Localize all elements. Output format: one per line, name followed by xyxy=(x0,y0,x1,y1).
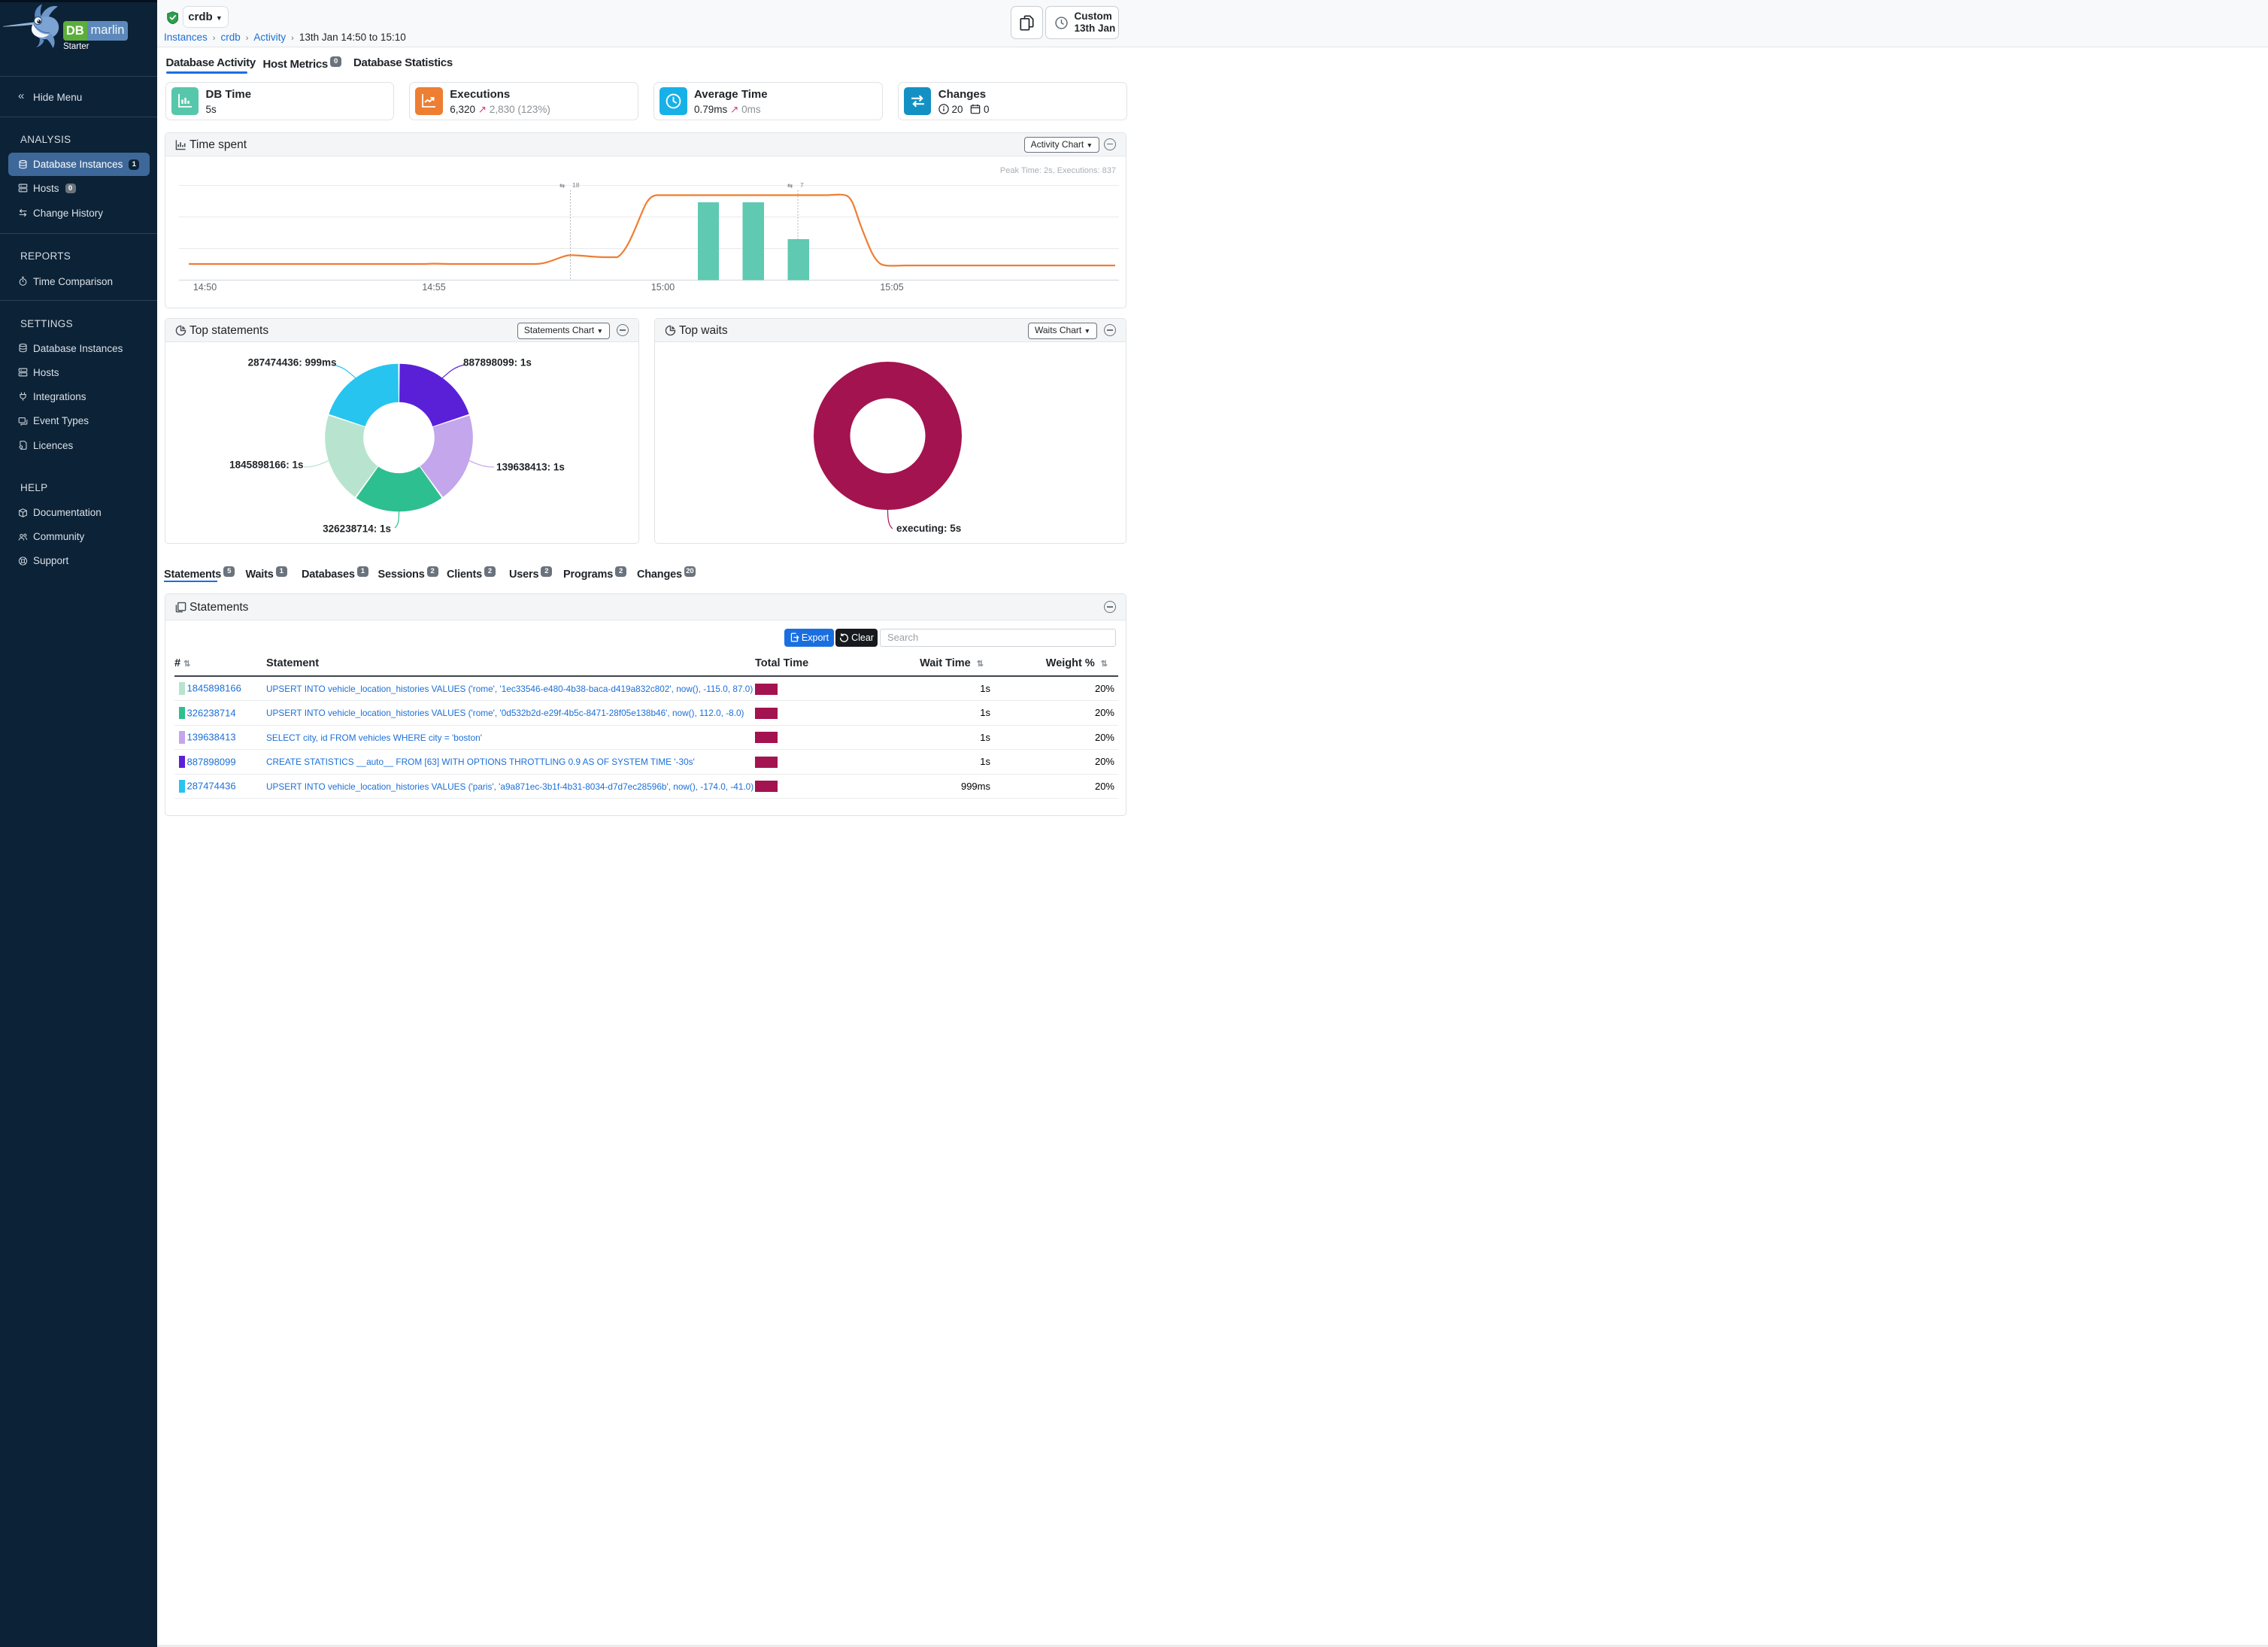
svg-text:887898099: 1s: 887898099: 1s xyxy=(463,357,532,369)
svg-text:15:00: 15:00 xyxy=(651,282,675,293)
svg-text:executing: 5s: executing: 5s xyxy=(896,523,961,534)
svg-text:14:55: 14:55 xyxy=(422,282,445,293)
svg-text:15:05: 15:05 xyxy=(880,282,903,293)
svg-text:139638413: 1s: 139638413: 1s xyxy=(496,462,565,473)
svg-text:⇆: ⇆ xyxy=(559,182,565,190)
svg-text:7: 7 xyxy=(800,181,804,189)
svg-text:14:50: 14:50 xyxy=(193,282,217,293)
svg-text:287474436: 999ms: 287474436: 999ms xyxy=(248,357,337,369)
svg-text:Peak Time: 2s, Executions: 837: Peak Time: 2s, Executions: 837 xyxy=(1000,166,1116,175)
svg-text:326238714: 1s: 326238714: 1s xyxy=(323,523,391,535)
svg-text:1845898166: 1s: 1845898166: 1s xyxy=(229,460,303,471)
svg-text:⇆: ⇆ xyxy=(787,182,793,190)
svg-text:18: 18 xyxy=(572,181,580,189)
